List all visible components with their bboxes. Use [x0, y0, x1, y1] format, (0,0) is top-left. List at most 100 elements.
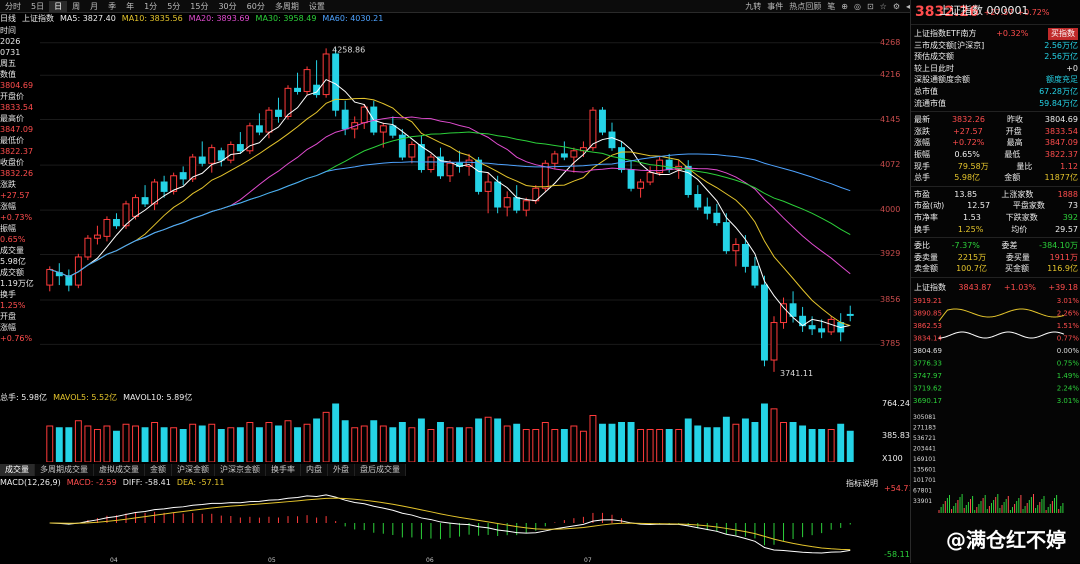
candle[interactable] — [656, 157, 664, 176]
candle[interactable] — [208, 144, 216, 173]
indicator-tab-3[interactable]: 金额 — [145, 464, 172, 476]
candle[interactable] — [761, 275, 768, 367]
candle[interactable] — [170, 172, 178, 195]
indicator-tab-2[interactable]: 虚拟成交量 — [94, 464, 145, 476]
tool-3[interactable]: 笔 — [827, 1, 836, 11]
candle[interactable] — [227, 141, 235, 164]
candle[interactable] — [694, 185, 702, 211]
candle[interactable] — [398, 128, 406, 161]
candle[interactable] — [456, 150, 463, 173]
etf-name[interactable]: 上证指数ETF南方 — [914, 29, 977, 38]
candle[interactable] — [160, 175, 168, 198]
indicator-tab-0[interactable]: 成交量 — [0, 464, 35, 476]
tool-4[interactable]: ⊕ — [841, 1, 848, 11]
candle[interactable] — [599, 107, 606, 136]
tab-3[interactable]: 周 — [72, 1, 81, 11]
indicator-tab-4[interactable]: 沪深金额 — [172, 464, 215, 476]
candle[interactable] — [713, 203, 721, 226]
tool-1[interactable]: 事件 — [767, 1, 784, 11]
candle[interactable] — [74, 253, 82, 289]
macd-chart[interactable] — [0, 488, 880, 558]
candle[interactable] — [275, 97, 282, 123]
candle[interactable] — [722, 213, 730, 254]
tool-2[interactable]: 热点回顾 — [789, 1, 822, 11]
candle[interactable] — [303, 66, 311, 95]
tool-7[interactable]: ☆ — [879, 1, 887, 11]
candle[interactable] — [189, 153, 197, 183]
indicator-tab-8[interactable]: 外盘 — [328, 464, 355, 476]
candle[interactable] — [265, 107, 273, 139]
indicator-tab-6[interactable]: 换手率 — [266, 464, 301, 476]
indicator-tab-5[interactable]: 沪深京金额 — [215, 464, 266, 476]
indicator-tab-9[interactable]: 盘后成交量 — [355, 464, 406, 476]
candle[interactable] — [179, 166, 187, 186]
candle[interactable] — [132, 194, 139, 220]
tab-7[interactable]: 1分 — [144, 1, 158, 11]
candle[interactable] — [799, 306, 807, 332]
candle[interactable] — [818, 319, 826, 339]
buy-index-button[interactable]: 买指数 — [1047, 28, 1078, 40]
candle[interactable] — [732, 238, 740, 267]
candle[interactable] — [151, 178, 159, 211]
candle[interactable] — [408, 141, 416, 164]
indicator-tab-1[interactable]: 多周期成交量 — [35, 464, 94, 476]
tab-11[interactable]: 60分 — [246, 1, 265, 11]
candle[interactable] — [255, 113, 263, 136]
tab-8[interactable]: 5分 — [167, 1, 181, 11]
candle[interactable] — [560, 141, 568, 161]
candle[interactable] — [236, 132, 244, 154]
candle[interactable] — [113, 213, 120, 229]
candle[interactable] — [522, 197, 530, 217]
candle[interactable] — [370, 100, 378, 136]
tab-9[interactable]: 15分 — [190, 1, 209, 11]
candle[interactable] — [284, 85, 292, 120]
candlestick-chart[interactable]: 4258.86 3741.11 — [0, 24, 900, 390]
candle[interactable] — [198, 141, 206, 167]
tool-8[interactable]: ⚙ — [892, 1, 900, 11]
candle[interactable] — [541, 160, 549, 192]
tab-13[interactable]: 设置 — [308, 1, 325, 11]
candle[interactable] — [446, 160, 454, 183]
candle[interactable] — [675, 160, 683, 179]
candle[interactable] — [770, 316, 778, 372]
candle[interactable] — [751, 256, 759, 289]
volume-chart[interactable] — [0, 400, 880, 462]
candle[interactable] — [65, 269, 73, 292]
tab-6[interactable]: 年 — [126, 1, 135, 11]
tool-9[interactable]: ◂ — [905, 1, 910, 11]
candle[interactable] — [417, 135, 425, 173]
candle[interactable] — [608, 122, 616, 151]
intraday-mini-chart[interactable]: 3919.21 3.01% 3890.85 2.26% 3862.53 1.51% 3834… — [911, 293, 1080, 514]
candle[interactable] — [827, 316, 835, 336]
candle[interactable] — [741, 235, 749, 273]
candle[interactable] — [494, 175, 502, 214]
candle[interactable] — [437, 147, 444, 179]
candle[interactable] — [389, 116, 397, 139]
candle[interactable] — [703, 197, 711, 220]
candle[interactable] — [618, 141, 625, 173]
candle[interactable] — [55, 263, 63, 286]
candle[interactable] — [141, 185, 149, 207]
candle[interactable] — [427, 153, 435, 173]
indicator-help-link[interactable]: 指标说明 — [846, 479, 878, 488]
indicator-tab-7[interactable]: 内盘 — [301, 464, 328, 476]
candle[interactable] — [103, 216, 111, 242]
tool-0[interactable]: 九转 — [745, 1, 762, 11]
tool-5[interactable]: ◎ — [853, 1, 861, 11]
candle[interactable] — [217, 147, 225, 167]
tab-5[interactable]: 季 — [108, 1, 117, 11]
candle[interactable] — [484, 172, 492, 214]
candle[interactable] — [93, 225, 101, 245]
tab-0[interactable]: 分时 — [5, 1, 21, 11]
candle[interactable] — [570, 147, 578, 173]
candle[interactable] — [503, 191, 511, 217]
candle[interactable] — [646, 166, 654, 186]
candle[interactable] — [846, 305, 854, 322]
candle[interactable] — [332, 48, 340, 117]
tab-4[interactable]: 月 — [90, 1, 99, 11]
tool-6[interactable]: ⊡ — [866, 1, 874, 11]
candle[interactable] — [294, 72, 301, 95]
candle[interactable] — [780, 297, 787, 329]
tab-10[interactable]: 30分 — [218, 1, 237, 11]
candle[interactable] — [513, 185, 521, 214]
